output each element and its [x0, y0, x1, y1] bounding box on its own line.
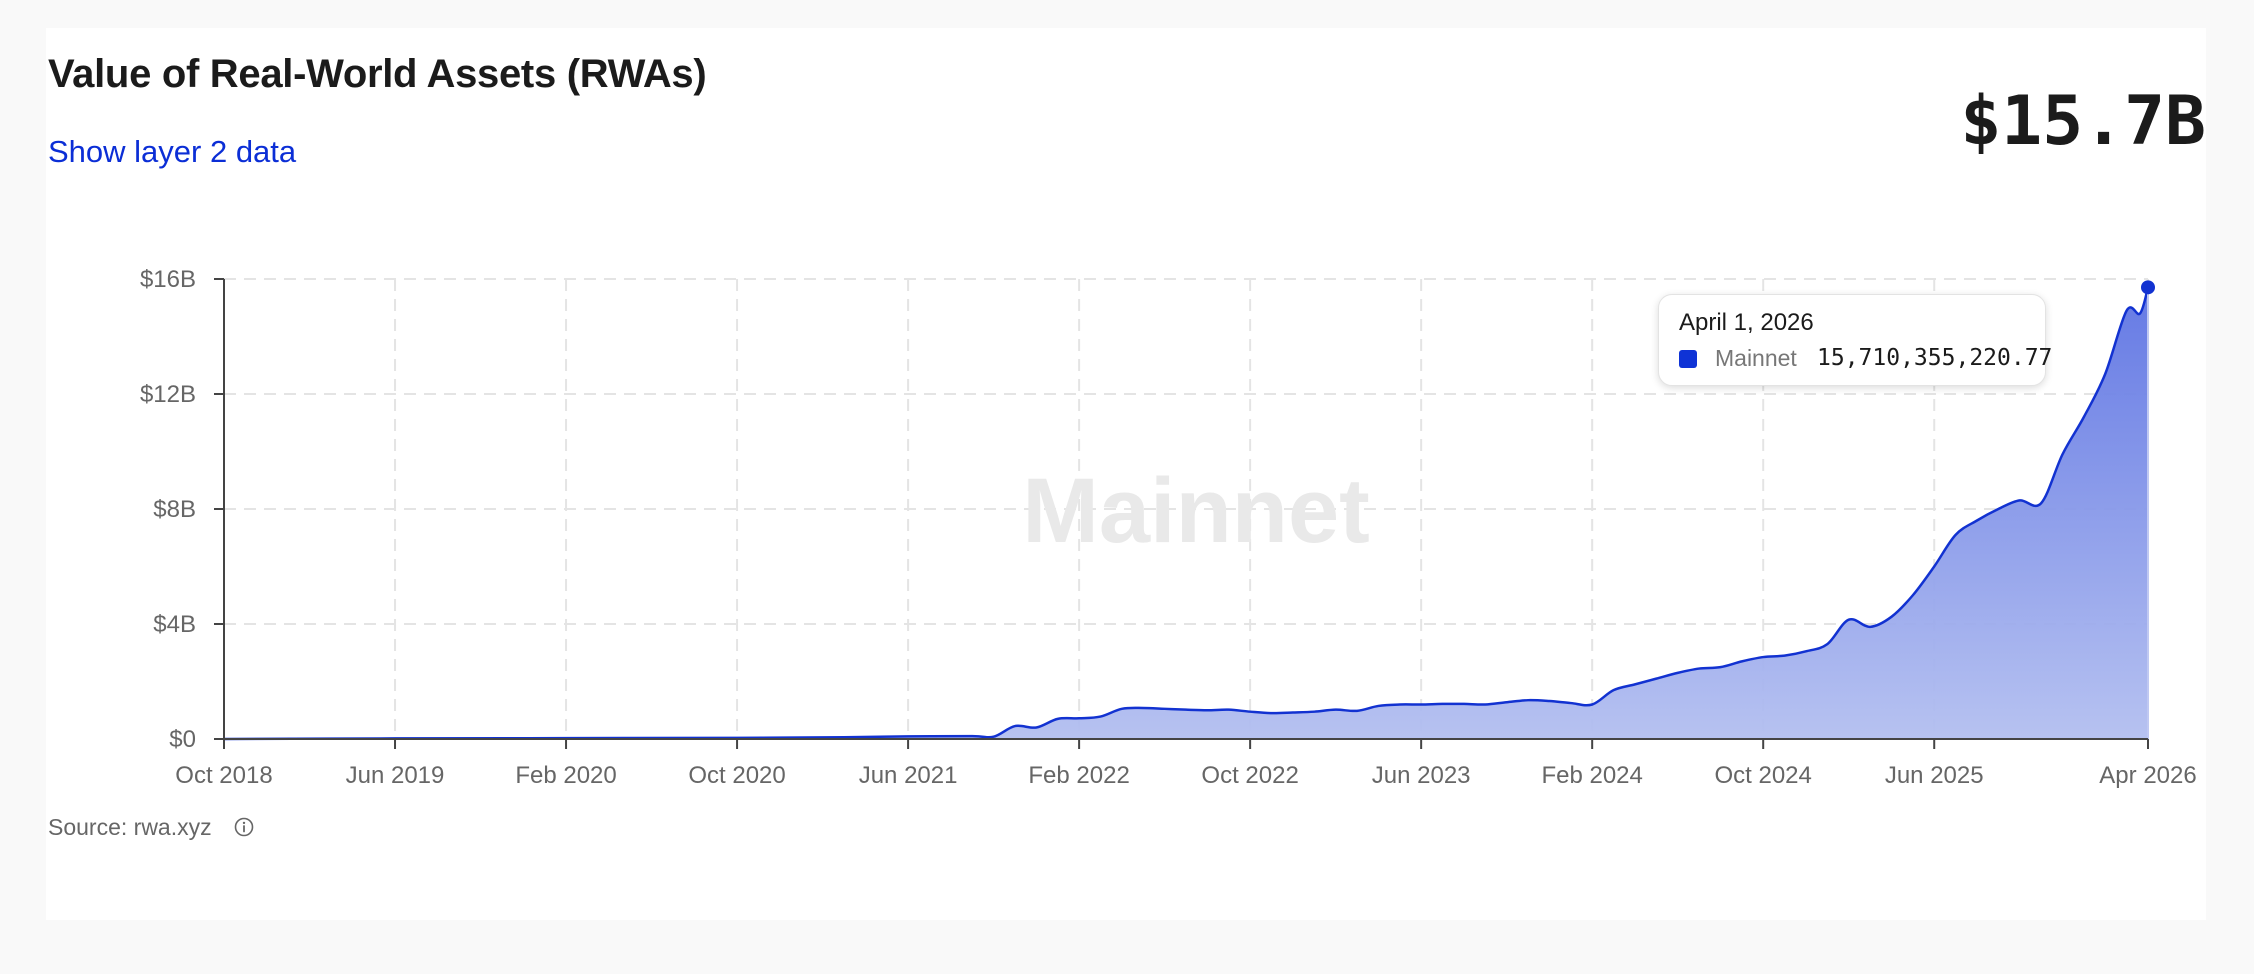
y-tick-label: $16B — [140, 266, 196, 293]
chart-title: Value of Real-World Assets (RWAs) — [48, 52, 707, 96]
axes: $0 $4B $8B $12B $16B Oct 2018 Jun 2019 Feb 2020… — [140, 266, 2197, 789]
source-text: Source: rwa.xyz — [48, 814, 212, 840]
mainnet-area — [224, 287, 2148, 739]
x-tick-label: Apr 2026 — [2099, 762, 2196, 789]
chart-tooltip: April 1, 2026 Mainnet 15,710,355,220.77 — [1658, 294, 2052, 386]
x-tick-label: Feb 2024 — [1541, 762, 1642, 789]
x-tick-label: Oct 2024 — [1714, 762, 1811, 789]
x-tick-label: Feb 2022 — [1028, 762, 1129, 789]
x-tick-label: Oct 2018 — [175, 762, 272, 789]
y-tick-label: $8B — [153, 496, 196, 523]
y-tick-label: $0 — [169, 726, 196, 753]
mainnet-line — [223, 286, 2150, 741]
x-tick-label: Jun 2021 — [859, 762, 958, 789]
tooltip-date: April 1, 2026 — [1679, 309, 1814, 336]
info-icon[interactable] — [234, 817, 254, 837]
chart-watermark: Mainnet — [1022, 460, 1370, 562]
chart-card — [46, 28, 2206, 920]
x-tick-label: Feb 2020 — [515, 762, 616, 789]
series-layer — [223, 280, 2155, 741]
y-tick-label: $12B — [140, 381, 196, 408]
hover-point — [2141, 280, 2155, 295]
x-tick-label: Jun 2025 — [1885, 762, 1984, 789]
tooltip-value: 15,710,355,220.77 — [1817, 345, 2053, 371]
total-value: $15.7B — [1960, 82, 2206, 161]
tooltip-series-name: Mainnet — [1715, 345, 1797, 371]
y-tick-label: $4B — [153, 611, 196, 638]
x-tick-label: Jun 2023 — [1372, 762, 1471, 789]
x-tick-label: Oct 2020 — [688, 762, 785, 789]
tooltip-series-swatch — [1679, 350, 1697, 368]
x-tick-label: Oct 2022 — [1201, 762, 1298, 789]
x-tick-label: Jun 2019 — [346, 762, 445, 789]
show-layer2-link[interactable]: Show layer 2 data — [48, 134, 297, 169]
